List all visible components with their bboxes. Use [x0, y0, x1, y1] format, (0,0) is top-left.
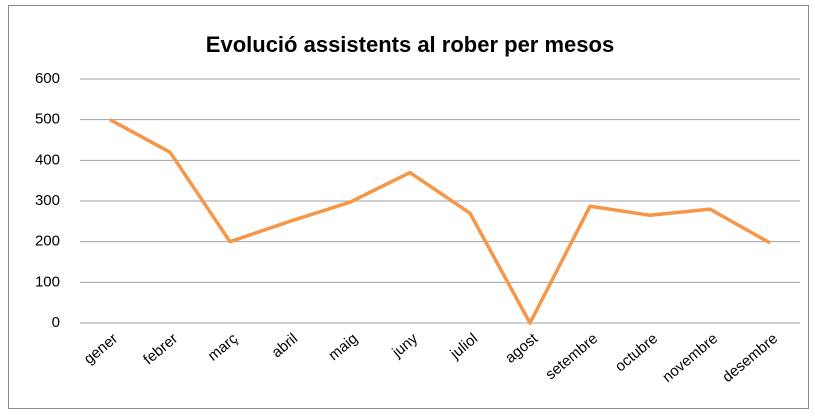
y-tick-label: 0 [52, 314, 60, 331]
y-tick-label: 400 [35, 151, 60, 168]
y-tick-label: 600 [35, 70, 60, 87]
line-series [109, 118, 771, 325]
y-tick-label: 200 [35, 233, 60, 250]
chart-border [8, 5, 809, 409]
y-tick-label: 500 [35, 111, 60, 128]
y-tick-label: 100 [35, 273, 60, 290]
y-tick-label: 300 [35, 192, 60, 209]
chart-title: Evolució assistents al rober per mesos [206, 32, 614, 57]
